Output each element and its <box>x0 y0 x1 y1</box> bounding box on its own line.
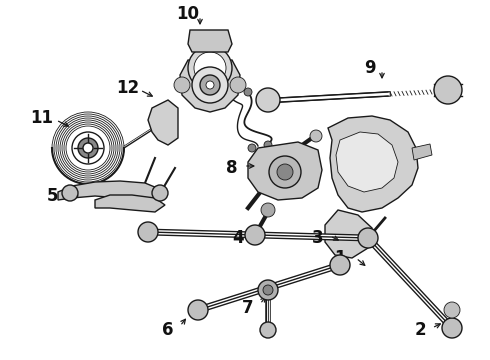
Circle shape <box>358 228 378 248</box>
Circle shape <box>330 255 350 275</box>
Text: 5: 5 <box>46 187 58 205</box>
Circle shape <box>258 280 278 300</box>
Circle shape <box>256 88 280 112</box>
Circle shape <box>192 67 228 103</box>
Circle shape <box>264 141 272 149</box>
Text: 9: 9 <box>364 59 376 77</box>
Circle shape <box>62 185 78 201</box>
Text: 6: 6 <box>162 321 174 339</box>
Circle shape <box>188 46 232 90</box>
Text: 10: 10 <box>176 5 199 23</box>
Circle shape <box>244 88 252 96</box>
Text: 1: 1 <box>334 249 346 267</box>
Circle shape <box>442 318 462 338</box>
Circle shape <box>138 222 158 242</box>
Text: 11: 11 <box>30 109 53 127</box>
Circle shape <box>277 164 293 180</box>
Circle shape <box>263 285 273 295</box>
Circle shape <box>152 185 168 201</box>
Circle shape <box>260 322 276 338</box>
Circle shape <box>444 302 460 318</box>
Circle shape <box>248 144 256 152</box>
Polygon shape <box>95 195 165 212</box>
Text: 8: 8 <box>226 159 238 177</box>
Circle shape <box>83 143 93 153</box>
Circle shape <box>200 75 220 95</box>
Circle shape <box>188 300 208 320</box>
Polygon shape <box>328 116 418 212</box>
Circle shape <box>269 156 301 188</box>
Polygon shape <box>148 100 178 145</box>
Circle shape <box>158 113 168 123</box>
Circle shape <box>310 130 322 142</box>
Circle shape <box>174 77 190 93</box>
Polygon shape <box>180 60 240 112</box>
Text: 2: 2 <box>414 321 426 339</box>
Circle shape <box>261 203 275 217</box>
Circle shape <box>245 225 265 245</box>
Polygon shape <box>325 210 372 258</box>
Circle shape <box>78 138 98 158</box>
Text: 4: 4 <box>232 229 244 247</box>
Polygon shape <box>248 142 322 200</box>
Text: 12: 12 <box>117 79 140 97</box>
Circle shape <box>72 132 104 164</box>
Circle shape <box>434 76 462 104</box>
Text: 7: 7 <box>242 299 254 317</box>
Polygon shape <box>336 132 398 192</box>
Circle shape <box>206 81 214 89</box>
Polygon shape <box>188 30 232 52</box>
Text: 3: 3 <box>312 229 324 247</box>
Circle shape <box>230 77 246 93</box>
Polygon shape <box>58 181 165 200</box>
Circle shape <box>194 52 226 84</box>
Polygon shape <box>412 144 432 160</box>
